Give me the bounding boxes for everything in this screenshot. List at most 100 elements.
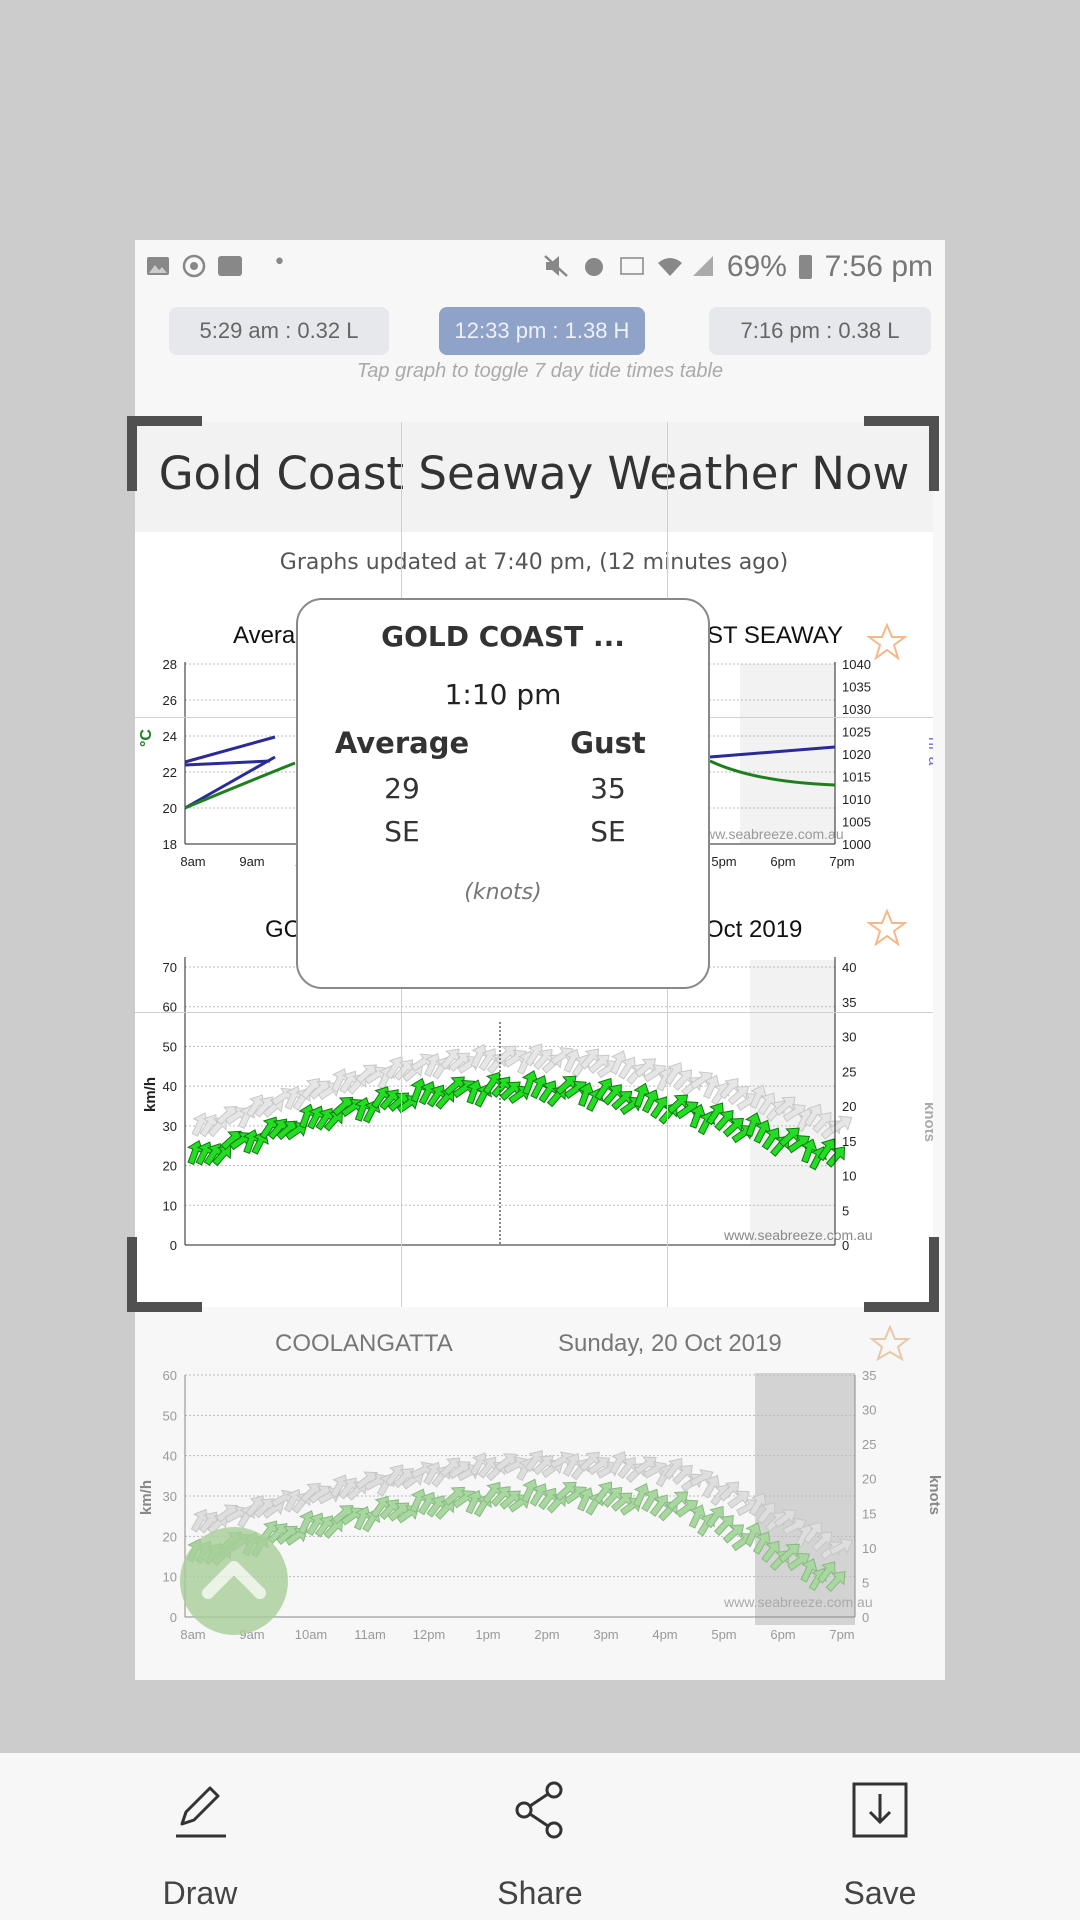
y-tick-label: 26 bbox=[163, 693, 177, 708]
y2-tick-label: 15 bbox=[842, 1134, 856, 1149]
wind-arrow bbox=[323, 1518, 344, 1539]
y-tick-label: 28 bbox=[163, 657, 177, 672]
crop-handle-bottom-right-v[interactable] bbox=[929, 1237, 939, 1312]
coolangatta-y-label: km/h bbox=[138, 1480, 155, 1515]
status-right: 69% 7:56 pm bbox=[727, 250, 933, 284]
coolangatta-station: COOLANGATTA bbox=[275, 1330, 453, 1357]
clock: 7:56 pm bbox=[824, 250, 933, 283]
tide-chip-3[interactable]: 7:16 pm : 0.38 L bbox=[709, 307, 931, 355]
wind-arrow bbox=[323, 1110, 343, 1132]
y2-tick-label: 1035 bbox=[842, 680, 871, 695]
popup-gust-speed: 35 bbox=[590, 772, 626, 805]
temp-chart-title-right: ST SEAWAY bbox=[707, 622, 844, 649]
wind-arrow bbox=[773, 1509, 797, 1528]
y2-tick-label: 10 bbox=[862, 1541, 876, 1556]
wind-arrow bbox=[666, 1094, 689, 1115]
battery-percent: 69% bbox=[726, 250, 787, 283]
x-tick-label: 7pm bbox=[829, 854, 854, 869]
wind-arrow bbox=[718, 1481, 740, 1502]
pressure-line-b bbox=[709, 745, 836, 759]
wind-arrow bbox=[689, 1469, 714, 1487]
y2-tick-label: 1020 bbox=[842, 747, 871, 762]
tide-chip-1[interactable]: 5:29 am : 0.32 L bbox=[169, 307, 389, 355]
x-tick-label: 10am bbox=[295, 1627, 328, 1642]
updated-text: Graphs updated at 7:40 pm, (12 minutes a… bbox=[279, 550, 789, 575]
x-tick-label: 1pm bbox=[475, 1627, 500, 1642]
page-title: Gold Coast Seaway Weather Now bbox=[158, 447, 910, 500]
crop-handle-bottom-left[interactable] bbox=[127, 1302, 202, 1312]
wind-arrow bbox=[774, 1096, 796, 1116]
crop-region[interactable]: Gold Coast Seaway Weather Now Graphs upd… bbox=[135, 422, 933, 1307]
crop-handle-bottom-right[interactable] bbox=[864, 1302, 939, 1312]
save-button[interactable]: Save bbox=[780, 1753, 980, 1920]
wind-arrow bbox=[825, 1146, 846, 1168]
y-tick-label: 20 bbox=[163, 801, 177, 816]
x-tick-label: 3pm bbox=[593, 1255, 618, 1257]
x-tick-label: 1pm bbox=[475, 1255, 500, 1257]
x-tick-label: 4pm bbox=[652, 1627, 677, 1642]
wind-arrow bbox=[825, 1571, 846, 1592]
y2-tick-label: 35 bbox=[842, 995, 856, 1010]
y2-tick-label: 30 bbox=[862, 1403, 876, 1418]
x-tick-label: 8am bbox=[180, 1627, 205, 1642]
download-icon bbox=[852, 1782, 908, 1838]
popup-station: GOLD COAST ... bbox=[381, 620, 625, 653]
wind-arrow bbox=[782, 1103, 806, 1122]
y-tick-label: 60 bbox=[163, 1000, 177, 1015]
crop-handle-top-left-v[interactable] bbox=[127, 416, 137, 491]
wind-arrow bbox=[812, 1111, 832, 1134]
draw-button[interactable]: Draw bbox=[100, 1753, 300, 1920]
crop-handle-bottom-left-v[interactable] bbox=[127, 1237, 137, 1312]
wind-arrow bbox=[663, 1457, 683, 1480]
y-tick-label: 30 bbox=[163, 1119, 177, 1134]
chevron-up-icon bbox=[202, 1561, 266, 1599]
y2-tick-label: 40 bbox=[842, 960, 856, 975]
y2-tick-label: 5 bbox=[862, 1575, 869, 1590]
x-tick-label: 12pm bbox=[413, 1627, 446, 1642]
x-tick-label: 6pm bbox=[770, 1255, 795, 1257]
wind-chart-title-right: Oct 2019 bbox=[705, 916, 803, 943]
tide-chip-2[interactable]: 12:33 pm : 1.38 H bbox=[439, 307, 645, 355]
signal-icon bbox=[693, 256, 713, 276]
app-icon bbox=[182, 254, 206, 278]
y-tick-label: 18 bbox=[163, 837, 177, 852]
y2-tick-label: 1040 bbox=[842, 657, 871, 672]
wind-arrow bbox=[778, 1127, 800, 1148]
wind-chart[interactable]: 0 10 20 30 40 50 60 70 0 5 10 15 20 25 30 35 40 8am 9am 10a… bbox=[135, 952, 933, 1257]
status-bar: • 69% 7:56 pm bbox=[135, 240, 945, 296]
wind-arrow bbox=[719, 1077, 739, 1100]
y2-tick-label: 1015 bbox=[842, 770, 871, 785]
wind-arrow bbox=[666, 1491, 689, 1511]
mute-icon bbox=[544, 255, 568, 277]
share-label: Share bbox=[497, 1875, 583, 1911]
crop-handle-top-right[interactable] bbox=[864, 416, 939, 426]
coolangatta-watermark: www.seabreeze.com.au bbox=[723, 1594, 873, 1610]
scroll-up-button[interactable] bbox=[180, 1527, 288, 1635]
wind-popup[interactable]: GOLD COAST ... 1:10 pm Average 29 SE Gus… bbox=[296, 598, 710, 989]
x-tick-label: 10am bbox=[295, 1255, 328, 1257]
temp-chart-title-left: Avera bbox=[233, 622, 296, 649]
favourite-star-icon[interactable] bbox=[867, 908, 907, 948]
night-shade bbox=[755, 1373, 855, 1625]
y-tick-label: 10 bbox=[163, 1570, 177, 1585]
wind-y-label: km/h bbox=[142, 1077, 159, 1112]
y-tick-label: 40 bbox=[163, 1449, 177, 1464]
share-icon bbox=[515, 1781, 563, 1839]
favourite-star-icon bbox=[869, 1324, 911, 1362]
x-tick-label: 6pm bbox=[770, 854, 795, 869]
pressure-line-left bbox=[184, 735, 276, 810]
crop-handle-top-left[interactable] bbox=[127, 416, 202, 426]
crop-handle-top-right-v[interactable] bbox=[929, 416, 939, 491]
favourite-star-icon[interactable] bbox=[867, 622, 907, 662]
wind-arrow bbox=[727, 1085, 750, 1106]
coolangatta-y2-label: knots bbox=[926, 1475, 943, 1515]
x-tick-label: 2pm bbox=[534, 1255, 559, 1257]
x-tick-label: 7pm bbox=[829, 1255, 854, 1257]
y2-tick-label: 1005 bbox=[842, 815, 871, 830]
volte-icon bbox=[620, 257, 644, 275]
popup-gust-header: Gust bbox=[570, 726, 646, 760]
y2-tick-label: 1000 bbox=[842, 837, 871, 852]
y2-tick-label: 5 bbox=[842, 1203, 849, 1218]
share-button[interactable]: Share bbox=[440, 1753, 640, 1920]
wind-arrow bbox=[643, 1064, 667, 1083]
